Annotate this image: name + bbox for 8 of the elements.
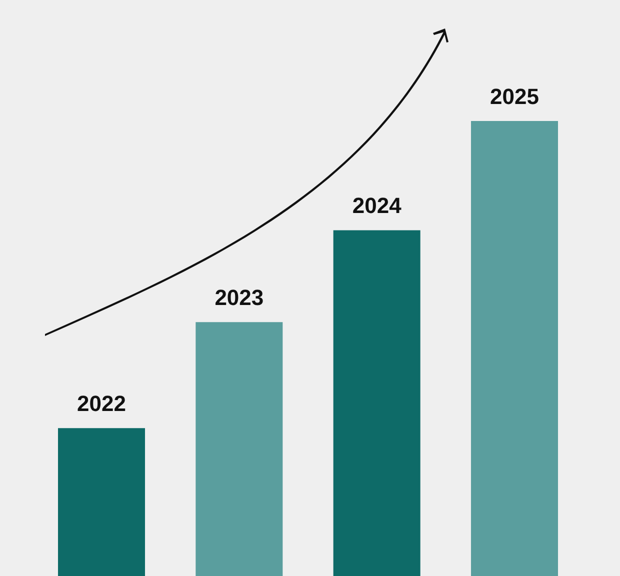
x-tick-label: 2023 — [214, 285, 264, 310]
bar — [196, 322, 283, 576]
x-tick-label: 2025 — [490, 84, 539, 109]
bar — [333, 230, 420, 576]
bar — [470, 121, 558, 576]
x-tick-label: 2024 — [352, 193, 402, 218]
bar — [58, 428, 146, 576]
x-tick-label: 2022 — [77, 391, 126, 416]
